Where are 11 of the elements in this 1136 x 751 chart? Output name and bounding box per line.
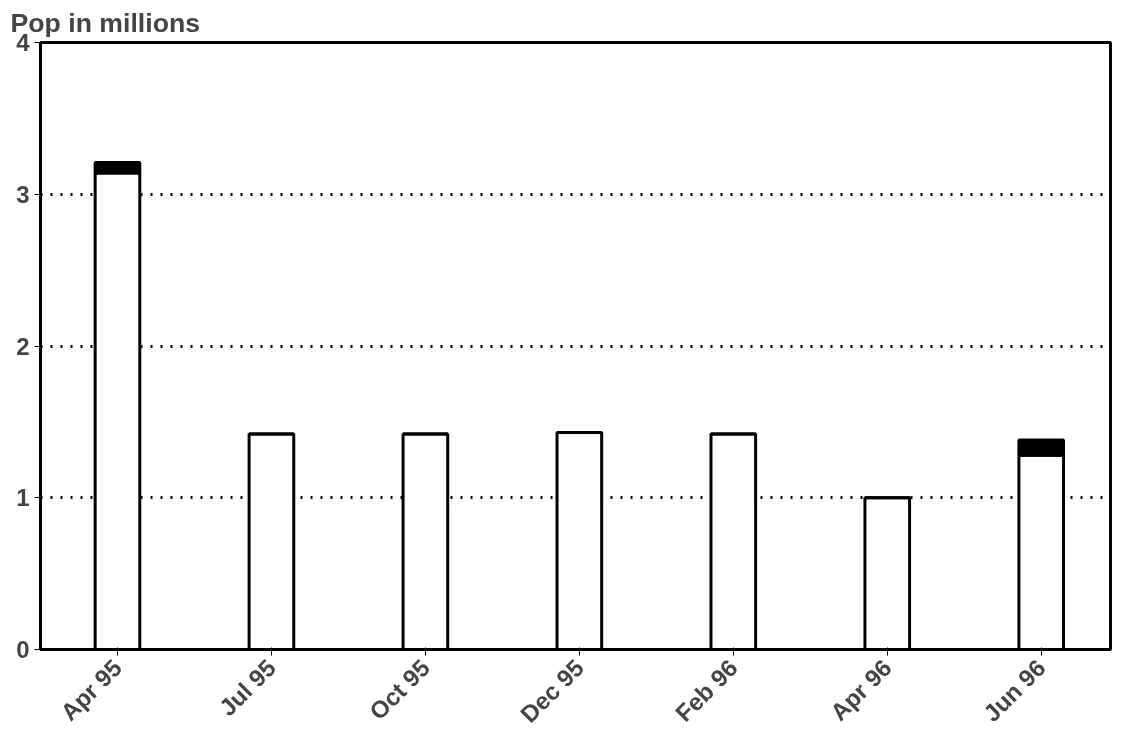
x-tick-label: Apr 95 bbox=[55, 653, 128, 726]
y-tick-label: 0 bbox=[16, 636, 30, 663]
x-tick-label: Jul 95 bbox=[213, 653, 281, 722]
x-tick-label: Apr 96 bbox=[824, 653, 897, 726]
y-tick-label: 1 bbox=[16, 484, 30, 512]
x-tick-label: Feb 96 bbox=[669, 653, 743, 727]
x-tick-label: Oct 95 bbox=[363, 653, 435, 725]
x-tick-label: Jun 96 bbox=[977, 653, 1051, 727]
x-tick-label: Dec 95 bbox=[515, 653, 589, 728]
y-tick-label: 2 bbox=[16, 332, 30, 360]
y-tick-label: 3 bbox=[16, 180, 30, 208]
